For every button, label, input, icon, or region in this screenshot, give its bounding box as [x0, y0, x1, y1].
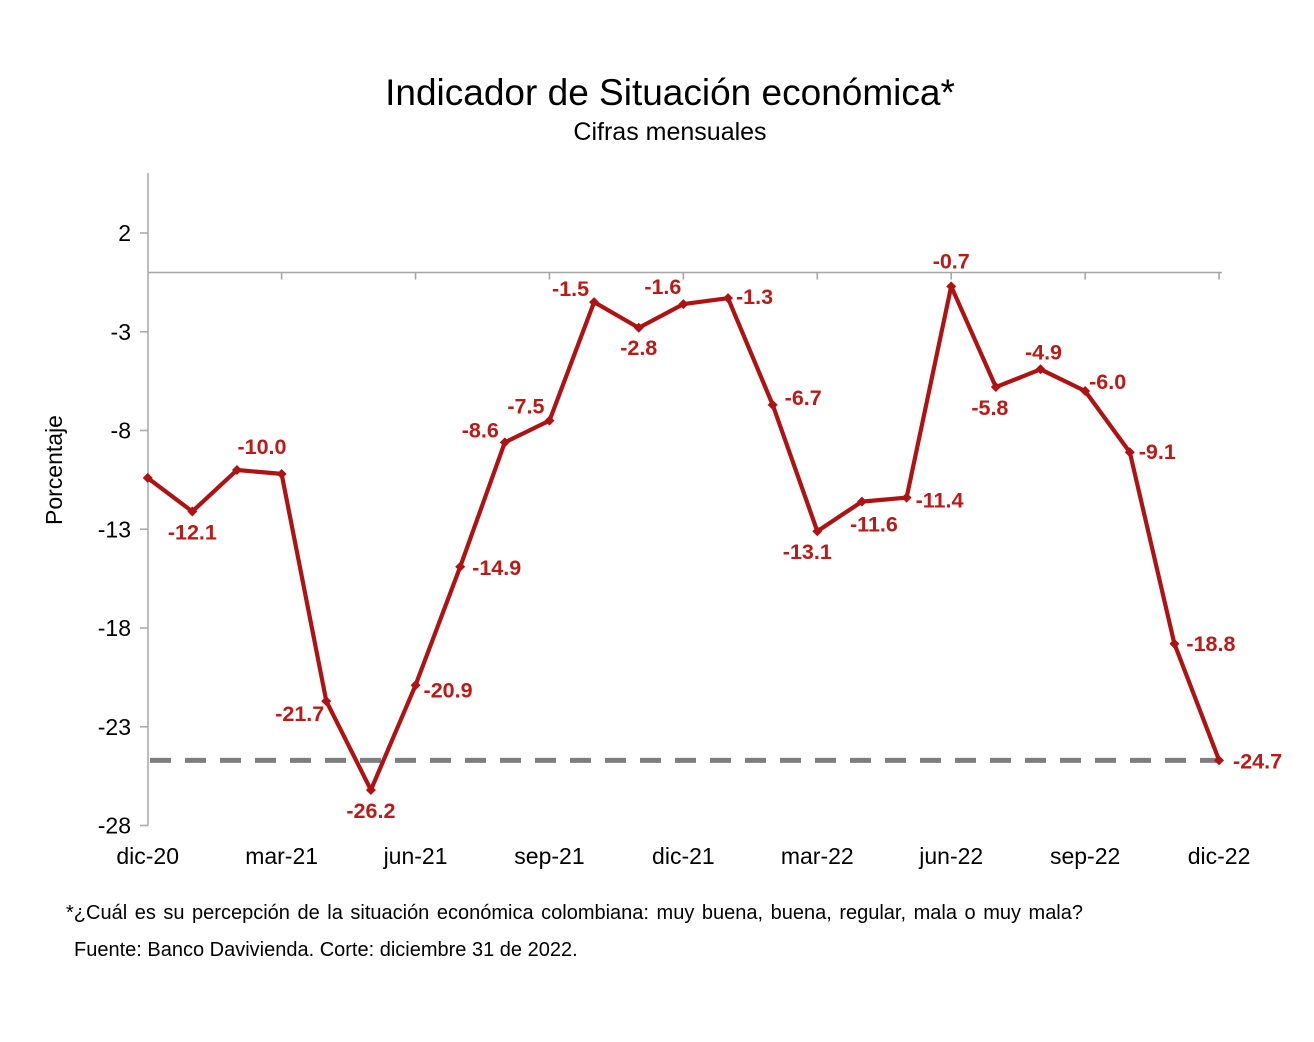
data-point-label: -13.1: [783, 540, 832, 564]
data-point-label: -24.7: [1233, 749, 1282, 773]
y-axis-tick-label: -18: [98, 615, 131, 641]
data-point-marker: [589, 297, 600, 308]
data-point-label: -11.4: [916, 489, 964, 513]
data-point-label: -18.8: [1186, 632, 1235, 656]
y-axis-tick-label: -28: [98, 813, 131, 839]
data-point-label: -7.5: [507, 395, 544, 419]
data-point-marker: [990, 382, 1001, 393]
x-axis-tick-label: dic-20: [116, 843, 179, 869]
x-axis-tick-label: sep-21: [514, 843, 584, 869]
data-point-label: -20.9: [424, 678, 473, 702]
chart-subtitle: Cifras mensuales: [573, 118, 767, 146]
data-point-label: -1.6: [644, 275, 681, 299]
data-point-label: -9.1: [1139, 440, 1176, 464]
data-point-label: -1.5: [552, 277, 589, 301]
data-point-label: -12.1: [168, 520, 217, 544]
data-point-marker: [321, 696, 332, 707]
data-point-label: -5.8: [971, 396, 1008, 420]
data-point-marker: [723, 293, 734, 304]
footnote-question: *¿Cuál es su percepción de la situación …: [66, 902, 1083, 924]
x-axis-tick-label: dic-21: [652, 843, 715, 869]
data-point-label: -2.8: [620, 336, 657, 360]
data-point-marker: [410, 680, 421, 691]
x-axis-tick-label: jun-21: [383, 843, 448, 869]
data-point-marker: [946, 281, 957, 292]
data-point-label: -6.7: [785, 386, 822, 410]
data-point-marker: [499, 437, 510, 448]
x-axis-tick-label: sep-22: [1050, 843, 1120, 869]
data-point-label: -0.7: [933, 249, 970, 273]
y-axis-tick-label: -8: [111, 418, 131, 444]
data-point-marker: [1080, 386, 1091, 396]
x-axis-tick-label: dic-22: [1188, 843, 1251, 869]
data-point-marker: [231, 465, 242, 475]
data-point-label: -11.6: [850, 513, 898, 537]
chart-title: Indicador de Situación económica*: [385, 72, 955, 113]
data-point-label: -10.0: [237, 435, 286, 459]
data-point-label: -8.6: [462, 418, 499, 442]
y-axis-tick-label: -13: [98, 516, 131, 542]
data-point-label: -1.3: [736, 285, 773, 309]
data-point-label: -4.9: [1025, 340, 1062, 364]
y-axis-tick-label: -23: [98, 714, 131, 740]
x-axis-tick-label: mar-22: [781, 843, 854, 869]
data-point-marker: [142, 472, 153, 483]
data-point-marker: [455, 561, 466, 572]
data-point-label: -21.7: [275, 702, 324, 726]
data-point-marker: [187, 506, 198, 517]
data-point-marker: [1124, 447, 1135, 458]
data-point-marker: [633, 322, 644, 333]
y-axis-tick-label: 2: [118, 220, 131, 246]
y-axis-tick-label: -3: [111, 319, 131, 345]
data-point-marker: [767, 399, 778, 410]
x-axis-tick-label: jun-22: [918, 843, 983, 869]
data-point-marker: [856, 496, 867, 507]
data-point-marker: [901, 492, 912, 503]
data-point-marker: [365, 784, 376, 795]
data-point-marker: [1169, 638, 1180, 649]
x-axis-tick-label: mar-21: [245, 843, 318, 869]
data-point-marker: [544, 415, 555, 426]
data-point-label: -14.9: [472, 556, 521, 580]
data-point-marker: [1035, 364, 1046, 375]
y-axis-title: Porcentaje: [41, 415, 67, 525]
data-point-label: -26.2: [346, 799, 395, 823]
data-point-marker: [1214, 755, 1225, 766]
data-point-label: -6.0: [1089, 370, 1126, 394]
data-point-marker: [276, 468, 287, 479]
footnote-source: Fuente: Banco Davivienda. Corte: diciemb…: [74, 939, 578, 961]
data-point-marker: [678, 299, 689, 310]
data-point-marker: [812, 526, 823, 537]
